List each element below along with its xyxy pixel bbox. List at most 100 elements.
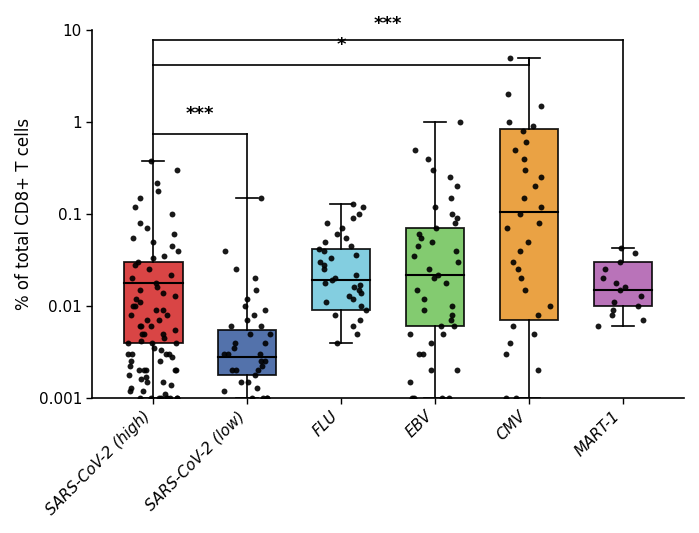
Point [451, 214, 462, 222]
Point [148, 344, 159, 352]
Point [250, 274, 261, 282]
Point [164, 350, 175, 358]
Point [636, 291, 647, 300]
Point [411, 286, 422, 294]
Point [610, 278, 621, 287]
Point [157, 306, 168, 314]
Point [412, 241, 424, 250]
Point [236, 377, 247, 386]
Point [250, 370, 261, 379]
Bar [312, 249, 370, 310]
Point [134, 286, 145, 294]
Point [426, 237, 438, 246]
Point [161, 394, 173, 402]
Point [405, 377, 416, 386]
Point [169, 291, 180, 300]
Text: *: * [336, 36, 346, 54]
Point [437, 329, 448, 338]
Point [330, 311, 341, 319]
Point [160, 350, 171, 358]
Point [225, 322, 236, 330]
Point [319, 246, 330, 255]
Y-axis label: % of total CD8+ T cells: % of total CD8+ T cells [15, 118, 33, 310]
Point [318, 265, 329, 273]
Point [360, 306, 371, 314]
Point [145, 156, 157, 165]
Point [322, 219, 333, 227]
Point [138, 366, 150, 375]
Point [124, 386, 136, 395]
Point [350, 251, 361, 259]
Point [356, 302, 367, 310]
Point [259, 357, 271, 366]
Point [444, 394, 455, 402]
Point [429, 203, 440, 211]
Point [533, 366, 544, 375]
Point [138, 386, 149, 395]
Point [156, 346, 167, 354]
Point [154, 357, 166, 366]
Point [229, 344, 240, 352]
Point [528, 329, 540, 338]
Point [319, 278, 331, 287]
Point [136, 375, 147, 383]
Point [532, 311, 543, 319]
Point [446, 193, 457, 202]
Point [354, 280, 366, 289]
Point [136, 329, 147, 338]
Point [518, 155, 529, 163]
Point [246, 394, 257, 402]
Point [151, 278, 162, 287]
Point [447, 302, 458, 310]
Point [124, 362, 135, 371]
Point [409, 394, 420, 402]
Point [145, 394, 157, 402]
Point [514, 210, 525, 219]
Point [136, 322, 147, 330]
Point [545, 302, 556, 310]
Point [151, 178, 162, 187]
Point [519, 286, 531, 294]
Text: ***: *** [186, 105, 215, 123]
Point [134, 366, 145, 375]
Point [157, 377, 168, 386]
Point [614, 258, 626, 266]
Point [230, 366, 241, 375]
Point [329, 274, 340, 282]
Point [500, 394, 512, 402]
Point [258, 394, 269, 402]
Point [511, 394, 522, 402]
Point [504, 338, 515, 347]
Point [454, 118, 466, 126]
Point [446, 311, 457, 319]
Point [164, 394, 175, 402]
Point [158, 329, 169, 338]
Point [134, 219, 145, 227]
Point [406, 394, 417, 402]
Point [428, 166, 439, 174]
Point [173, 246, 184, 255]
Point [134, 394, 145, 402]
Point [507, 258, 519, 266]
Point [172, 394, 183, 402]
Point [452, 258, 463, 266]
Point [141, 377, 152, 386]
Point [503, 90, 514, 99]
Point [229, 338, 240, 347]
Point [615, 244, 626, 252]
Point [126, 274, 137, 282]
Point [519, 166, 531, 174]
Point [125, 383, 136, 392]
Point [529, 182, 540, 191]
Point [410, 146, 421, 154]
Point [256, 357, 267, 366]
Point [598, 274, 609, 282]
Point [352, 329, 363, 338]
Point [535, 173, 546, 182]
Point [150, 306, 161, 314]
Point [162, 394, 173, 402]
Point [167, 241, 178, 250]
Point [171, 166, 182, 174]
Point [518, 193, 529, 202]
Point [347, 214, 359, 222]
